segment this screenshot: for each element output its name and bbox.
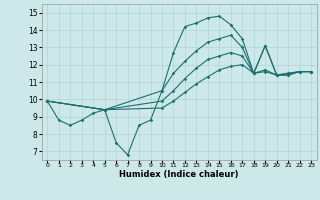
X-axis label: Humidex (Indice chaleur): Humidex (Indice chaleur) (119, 170, 239, 179)
